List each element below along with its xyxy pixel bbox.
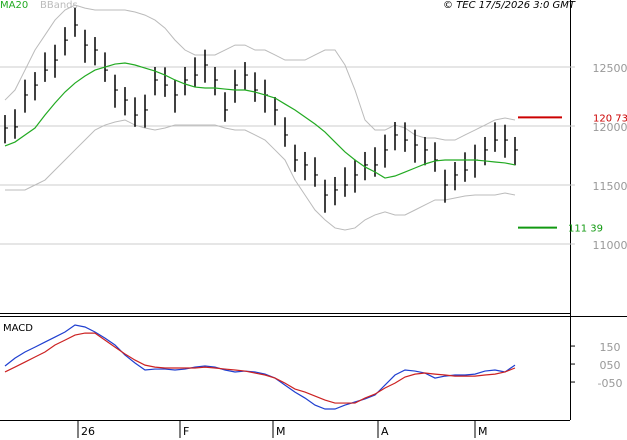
- band-line: [5, 119, 516, 231]
- ma-line: [4, 62, 516, 179]
- y-tick-label: 11500: [593, 180, 627, 193]
- y-tick-label: 11000: [593, 239, 627, 252]
- legend-label: MA20: [0, 0, 28, 11]
- x-tick-label: A: [381, 425, 389, 438]
- level-label: 120 73: [593, 113, 627, 124]
- x-tick-label: M: [478, 425, 488, 438]
- y-tick-label: 12500: [593, 62, 627, 75]
- band-line: [4, 4, 516, 141]
- macd-line: [4, 332, 516, 404]
- x-tick-label: M: [276, 425, 286, 438]
- x-tick-label: F: [183, 425, 189, 438]
- credit: © TEC 17/5/2026 3:0 GMT: [443, 0, 576, 11]
- y-tick-label: -050: [598, 377, 623, 390]
- legend-label: BBands: [40, 0, 78, 11]
- x-tick-label: 26: [81, 425, 95, 438]
- y-tick-label: 150: [600, 341, 621, 354]
- y-tick-label: 12000: [593, 121, 627, 134]
- level-label: 111 39: [568, 224, 603, 235]
- macd-line: [4, 324, 516, 410]
- y-tick-label: 050: [600, 359, 621, 372]
- panel-title: MACD: [3, 323, 33, 334]
